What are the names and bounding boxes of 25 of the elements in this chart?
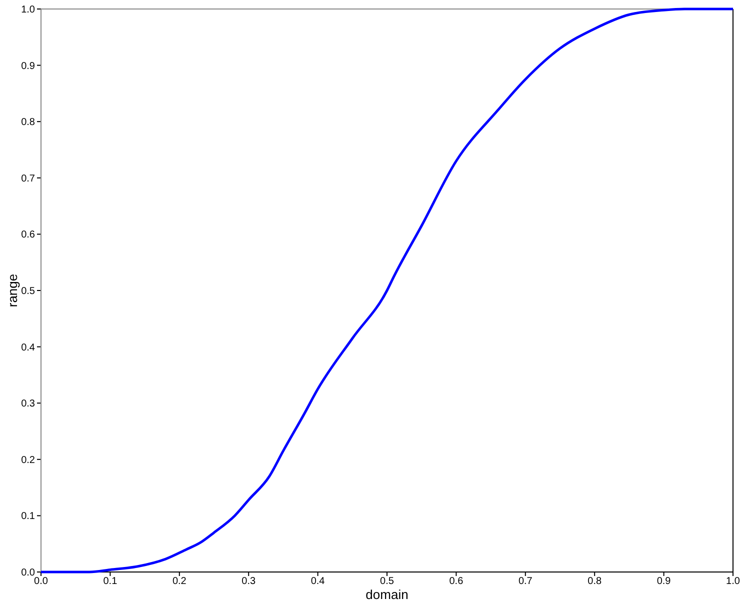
y-tick-label: 0.4	[21, 342, 36, 354]
x-tick-label: 0.2	[172, 576, 187, 587]
x-tick-label: 0.8	[588, 576, 602, 587]
x-tick-label: 1.0	[726, 576, 740, 587]
y-tick-label: 0.3	[21, 398, 36, 410]
y-tick-label: 0.9	[21, 60, 36, 72]
x-tick-label: 0.0	[34, 576, 48, 587]
y-tick-label: 0.1	[21, 511, 36, 522]
x-tick-label: 0.6	[449, 576, 464, 587]
y-tick-label: 0.2	[21, 454, 36, 466]
y-tick-label: 1.0	[21, 4, 36, 16]
x-tick-label: 0.5	[380, 576, 394, 587]
y-axis-title: range	[5, 274, 20, 308]
y-tick-label: 0.6	[21, 230, 36, 241]
x-tick-label: 0.4	[310, 576, 326, 587]
x-tick-label: 0.1	[103, 576, 118, 587]
x-tick-label: 0.7	[518, 576, 533, 587]
y-tick-label: 0.5	[21, 286, 36, 297]
x-tick-label: 0.3	[242, 576, 256, 587]
y-tick-label: 0.0	[21, 568, 36, 578]
y-tick-label: 0.8	[21, 117, 36, 128]
y-tick-label: 0.7	[21, 173, 36, 184]
x-axis-title: domain	[366, 587, 408, 602]
line-series	[40, 8, 734, 574]
x-tick-label: 0.9	[656, 576, 672, 587]
